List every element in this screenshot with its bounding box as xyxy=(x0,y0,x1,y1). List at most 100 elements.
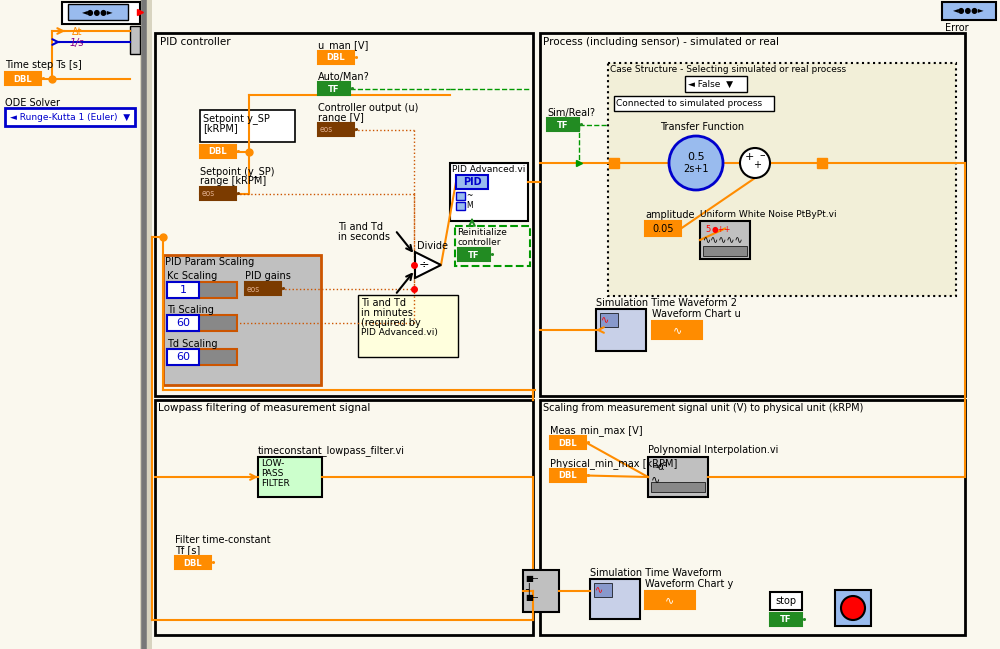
FancyBboxPatch shape xyxy=(648,457,708,497)
FancyBboxPatch shape xyxy=(550,469,586,482)
Text: PID: PID xyxy=(463,177,481,187)
Text: 1/s: 1/s xyxy=(70,38,85,48)
Text: Ti and Td: Ti and Td xyxy=(338,222,383,232)
Text: eos: eos xyxy=(320,125,333,134)
Text: α²: α² xyxy=(658,462,668,472)
Text: eos: eos xyxy=(202,190,215,199)
Text: Polynomial Interpolation.vi: Polynomial Interpolation.vi xyxy=(648,445,778,455)
Text: Physical_min_max [kRPM]: Physical_min_max [kRPM] xyxy=(550,458,677,469)
FancyBboxPatch shape xyxy=(167,282,237,298)
Text: TF: TF xyxy=(468,251,480,260)
Text: ●++: ●++ xyxy=(712,225,731,234)
FancyBboxPatch shape xyxy=(770,592,802,610)
Text: stop: stop xyxy=(775,596,797,606)
FancyBboxPatch shape xyxy=(167,315,237,331)
FancyBboxPatch shape xyxy=(456,202,465,210)
FancyBboxPatch shape xyxy=(140,0,152,649)
Text: amplitude: amplitude xyxy=(645,210,694,220)
Text: ∿: ∿ xyxy=(601,315,609,325)
FancyBboxPatch shape xyxy=(318,51,354,64)
Text: Controller output (u): Controller output (u) xyxy=(318,103,418,113)
Text: 1: 1 xyxy=(180,285,186,295)
Text: Uniform White Noise PtByPt.vi: Uniform White Noise PtByPt.vi xyxy=(700,210,837,219)
FancyBboxPatch shape xyxy=(450,163,528,221)
Text: in minutes: in minutes xyxy=(361,308,413,318)
Text: Lowpass filtering of measurement signal: Lowpass filtering of measurement signal xyxy=(158,403,370,413)
Text: TF: TF xyxy=(328,84,340,93)
Text: 0.5: 0.5 xyxy=(687,152,705,162)
FancyBboxPatch shape xyxy=(200,110,295,142)
Text: Ti Scaling: Ti Scaling xyxy=(167,305,214,315)
Text: PID Param Scaling: PID Param Scaling xyxy=(165,257,254,267)
Text: Setpoint y_SP: Setpoint y_SP xyxy=(203,113,270,124)
Text: ◄●●●►: ◄●●●► xyxy=(82,8,114,16)
FancyBboxPatch shape xyxy=(5,72,41,85)
Text: u_man [V]: u_man [V] xyxy=(318,40,368,51)
Text: timeconstant_lowpass_filter.vi: timeconstant_lowpass_filter.vi xyxy=(258,445,405,456)
Text: Scaling from measurement signal unit (V) to physical unit (kRPM): Scaling from measurement signal unit (V)… xyxy=(543,403,863,413)
Polygon shape xyxy=(415,252,441,278)
Text: ≈: ≈ xyxy=(652,462,661,472)
Text: ∿: ∿ xyxy=(595,585,603,595)
FancyBboxPatch shape xyxy=(155,33,533,396)
FancyBboxPatch shape xyxy=(5,108,135,126)
Text: ∿∿∿∿∿: ∿∿∿∿∿ xyxy=(703,235,744,245)
Text: ODE Solver: ODE Solver xyxy=(5,98,60,108)
Text: DBL: DBL xyxy=(559,439,577,448)
Text: ∿: ∿ xyxy=(672,325,682,335)
Text: Time step Ts [s]: Time step Ts [s] xyxy=(5,60,82,70)
Text: PID Advanced.vi): PID Advanced.vi) xyxy=(361,328,438,337)
Text: Sim/Real?: Sim/Real? xyxy=(547,108,595,118)
FancyBboxPatch shape xyxy=(700,221,750,259)
Text: Meas_min_max [V]: Meas_min_max [V] xyxy=(550,425,643,436)
FancyBboxPatch shape xyxy=(200,145,236,158)
Text: Process (including sensor) - simulated or real: Process (including sensor) - simulated o… xyxy=(543,37,779,47)
Text: Kc Scaling: Kc Scaling xyxy=(167,271,217,281)
FancyBboxPatch shape xyxy=(318,82,350,95)
FancyBboxPatch shape xyxy=(540,33,965,396)
Text: ∿: ∿ xyxy=(651,474,660,484)
FancyBboxPatch shape xyxy=(600,313,618,327)
Text: FILTER: FILTER xyxy=(261,479,290,488)
Text: Case Structure - Selecting simulated or real process: Case Structure - Selecting simulated or … xyxy=(610,65,846,74)
FancyBboxPatch shape xyxy=(547,118,579,131)
Text: DBL: DBL xyxy=(327,53,345,62)
Text: range [V]: range [V] xyxy=(318,113,364,123)
Text: ┤: ┤ xyxy=(525,583,532,596)
FancyBboxPatch shape xyxy=(458,248,490,261)
FancyBboxPatch shape xyxy=(523,570,559,612)
Text: 5: 5 xyxy=(705,225,710,234)
FancyBboxPatch shape xyxy=(596,309,646,351)
Text: Error: Error xyxy=(945,23,969,33)
FancyBboxPatch shape xyxy=(175,556,211,569)
FancyBboxPatch shape xyxy=(703,246,747,256)
FancyBboxPatch shape xyxy=(608,63,956,296)
Text: (required by: (required by xyxy=(361,318,421,328)
FancyBboxPatch shape xyxy=(167,349,199,365)
FancyBboxPatch shape xyxy=(62,2,140,24)
FancyBboxPatch shape xyxy=(550,436,586,449)
Text: Filter time-constant: Filter time-constant xyxy=(175,535,271,545)
FancyBboxPatch shape xyxy=(163,255,321,385)
FancyBboxPatch shape xyxy=(685,76,747,92)
Circle shape xyxy=(669,136,723,190)
FancyBboxPatch shape xyxy=(318,123,354,136)
Text: ■─: ■─ xyxy=(525,574,538,583)
Text: ◄ Runge-Kutta 1 (Euler)  ▼: ◄ Runge-Kutta 1 (Euler) ▼ xyxy=(10,112,130,121)
Text: 2s+1: 2s+1 xyxy=(683,164,709,174)
Text: Connected to simulated process: Connected to simulated process xyxy=(616,99,762,108)
Text: ÷: ÷ xyxy=(419,258,430,271)
Text: DBL: DBL xyxy=(14,75,32,84)
Text: eos: eos xyxy=(247,284,260,293)
Text: controller: controller xyxy=(457,238,501,247)
Text: ~: ~ xyxy=(466,191,472,201)
Text: ◄ False  ▼: ◄ False ▼ xyxy=(688,79,733,88)
Text: range [kRPM]: range [kRPM] xyxy=(200,176,266,186)
FancyBboxPatch shape xyxy=(645,591,695,609)
FancyBboxPatch shape xyxy=(167,282,199,298)
FancyBboxPatch shape xyxy=(652,321,702,339)
Text: PID gains: PID gains xyxy=(245,271,291,281)
Text: –: – xyxy=(759,150,765,160)
FancyBboxPatch shape xyxy=(68,4,128,20)
Text: Auto/Man?: Auto/Man? xyxy=(318,72,370,82)
